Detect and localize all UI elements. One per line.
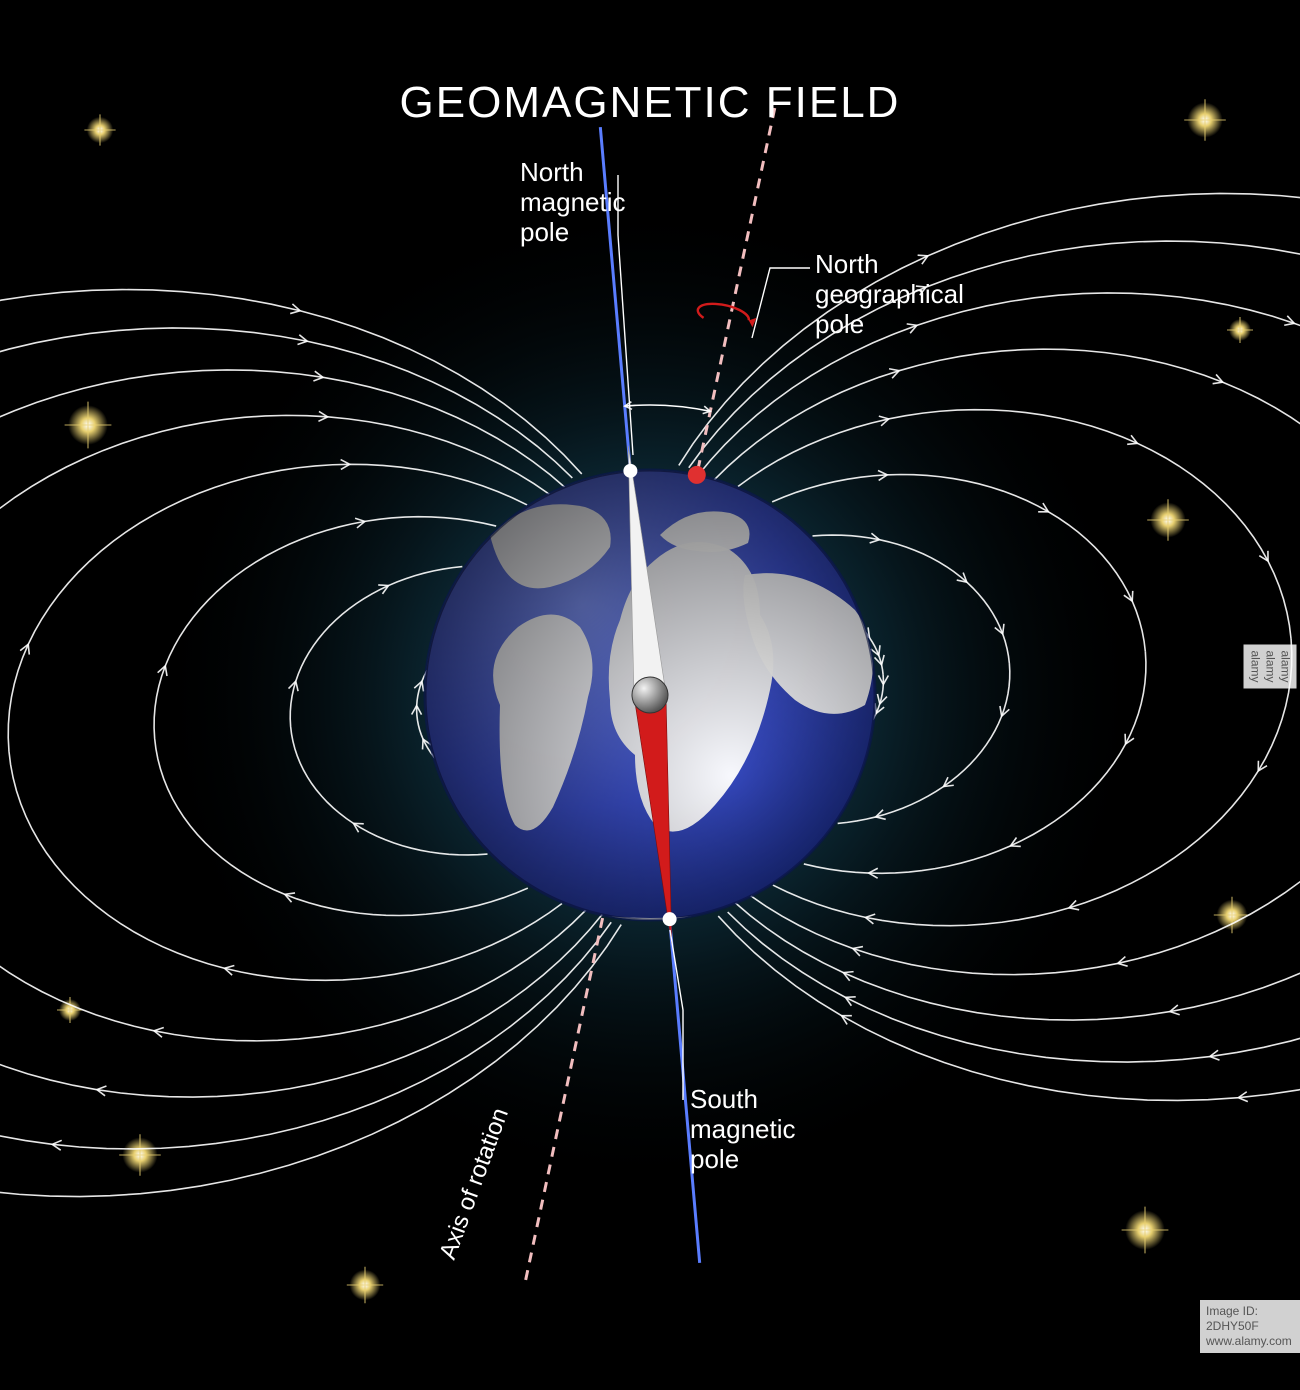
diagram-svg [0,0,1300,1390]
south-magnetic-pole-dot [663,912,677,926]
diagram-title: GEOMAGNETIC FIELD [0,78,1300,128]
geomagnetic-diagram: GEOMAGNETIC FIELD North magnetic pole No… [0,0,1300,1390]
watermark: Image ID: 2DHY50Fwww.alamy.com [1200,1300,1300,1353]
watermark: alamyalamyalamy [1244,644,1297,688]
label-north-magnetic-pole: North magnetic pole [520,158,626,248]
north-geographical-pole-dot [688,466,706,484]
north-magnetic-pole-dot [623,464,637,478]
label-north-geographical-pole: North geographical pole [815,250,964,340]
label-south-magnetic-pole: South magnetic pole [690,1085,796,1175]
